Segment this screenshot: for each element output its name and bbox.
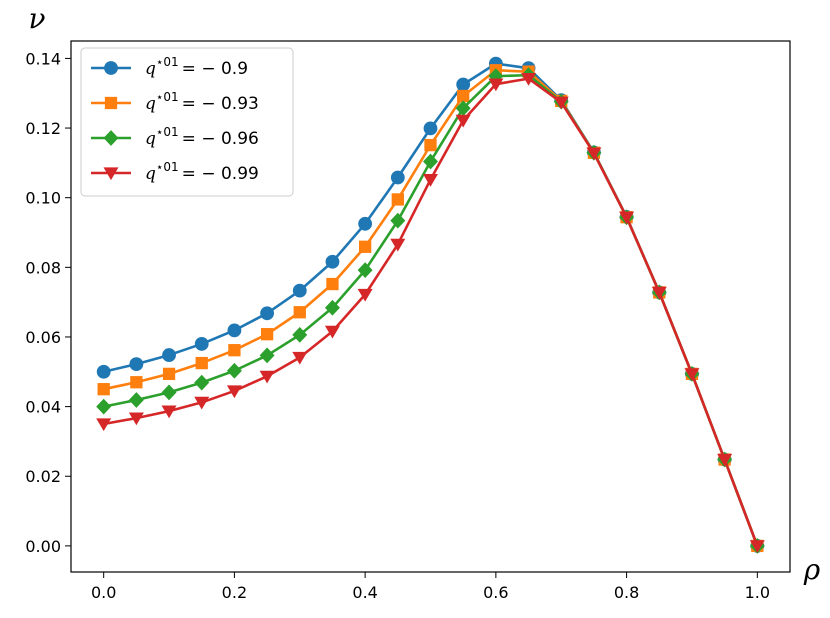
data-point bbox=[423, 153, 438, 170]
plot-area bbox=[96, 56, 765, 554]
data-point bbox=[521, 72, 537, 86]
data-point bbox=[227, 323, 242, 338]
data-point bbox=[226, 362, 242, 379]
series-4 bbox=[96, 72, 765, 554]
data-point bbox=[103, 167, 119, 181]
data-point bbox=[391, 193, 404, 206]
data-point bbox=[161, 384, 177, 401]
y-tick-label: 0.14 bbox=[25, 49, 61, 68]
data-point bbox=[684, 368, 700, 382]
data-point bbox=[96, 398, 112, 415]
data-point bbox=[292, 283, 307, 298]
data-point bbox=[161, 405, 177, 419]
data-point bbox=[226, 385, 242, 399]
data-point bbox=[130, 376, 143, 389]
data-point bbox=[390, 212, 406, 229]
data-point bbox=[128, 412, 144, 426]
data-point bbox=[357, 262, 373, 278]
data-point bbox=[162, 367, 176, 381]
x-tick-label: 1.0 bbox=[745, 583, 770, 602]
y-tick-label: 0.02 bbox=[25, 467, 61, 486]
y-tick-label: 0.04 bbox=[25, 398, 61, 417]
data-point bbox=[553, 96, 569, 110]
x-tick-label: 0.8 bbox=[614, 583, 639, 602]
data-point bbox=[424, 138, 437, 152]
y-tick-label: 0.12 bbox=[25, 119, 61, 138]
y-tick-label: 0.00 bbox=[25, 537, 61, 556]
data-point bbox=[259, 347, 275, 364]
data-point bbox=[358, 240, 372, 253]
data-point bbox=[293, 306, 306, 319]
data-point bbox=[390, 170, 405, 185]
x-tick-label: 0.2 bbox=[222, 583, 247, 602]
data-point bbox=[749, 540, 765, 554]
y-tick-label: 0.10 bbox=[25, 189, 61, 208]
data-point bbox=[228, 344, 241, 357]
data-point bbox=[129, 357, 144, 372]
legend-label: q⋆01 = − 0.99 bbox=[145, 160, 259, 184]
data-point bbox=[104, 96, 118, 110]
data-point bbox=[96, 364, 111, 379]
data-point bbox=[457, 89, 470, 103]
legend-item: q⋆01 = − 0.93 bbox=[91, 90, 259, 114]
data-point bbox=[324, 299, 340, 316]
data-point bbox=[260, 306, 274, 321]
x-tick-label: 0.4 bbox=[352, 583, 377, 602]
x-tick-label: 0.0 bbox=[91, 583, 116, 602]
data-point bbox=[488, 78, 504, 92]
data-point bbox=[194, 337, 209, 351]
data-point bbox=[357, 288, 373, 302]
data-point bbox=[259, 370, 275, 384]
data-point bbox=[455, 100, 471, 117]
axes-frame bbox=[70, 40, 791, 573]
legend-item: q⋆01 = − 0.99 bbox=[91, 160, 259, 184]
data-point bbox=[619, 211, 635, 225]
data-point bbox=[423, 173, 438, 187]
x-tick-label: 0.6 bbox=[483, 583, 508, 602]
data-point bbox=[103, 130, 119, 146]
data-point bbox=[324, 325, 340, 339]
legend-box bbox=[80, 47, 294, 197]
data-point bbox=[194, 374, 210, 391]
data-point bbox=[97, 383, 110, 396]
data-point bbox=[586, 147, 602, 161]
legend-label: q⋆01 = − 0.93 bbox=[145, 90, 259, 114]
data-point bbox=[194, 396, 210, 410]
data-point bbox=[325, 254, 340, 269]
data-point bbox=[195, 356, 208, 370]
legend-label: q⋆01 = − 0.9 bbox=[145, 55, 248, 79]
data-point bbox=[390, 238, 406, 252]
data-point bbox=[326, 277, 339, 291]
legend-item: q⋆01 = − 0.96 bbox=[91, 125, 259, 149]
data-point bbox=[104, 61, 118, 75]
data-point bbox=[717, 453, 733, 467]
data-point bbox=[128, 392, 144, 408]
legend: q⋆01 = − 0.9 q⋆01 = − 0.93 q⋆01 = − 0.96 q⋆01 =… bbox=[80, 47, 294, 197]
data-point bbox=[651, 286, 667, 300]
y-tick-label: 0.06 bbox=[25, 328, 61, 347]
data-point bbox=[292, 351, 308, 365]
data-point bbox=[292, 327, 308, 343]
legend-label: q⋆01 = − 0.96 bbox=[145, 125, 259, 149]
data-point bbox=[455, 114, 471, 128]
data-point bbox=[358, 216, 373, 231]
data-point bbox=[162, 348, 176, 362]
data-point bbox=[260, 328, 274, 341]
data-point bbox=[96, 418, 112, 432]
data-point bbox=[423, 121, 438, 136]
legend-item: q⋆01 = − 0.9 bbox=[91, 55, 248, 79]
y-tick-label: 0.08 bbox=[25, 258, 61, 277]
x-axis-label: ρ bbox=[803, 553, 821, 586]
y-axis-label: ν bbox=[28, 2, 45, 35]
axis-ticks: 0.0 0.2 0.4 0.6 0.8 1.0 0.00 0.02 0.04 0.06 0.08 0.… bbox=[25, 49, 770, 602]
data-point bbox=[456, 77, 471, 92]
